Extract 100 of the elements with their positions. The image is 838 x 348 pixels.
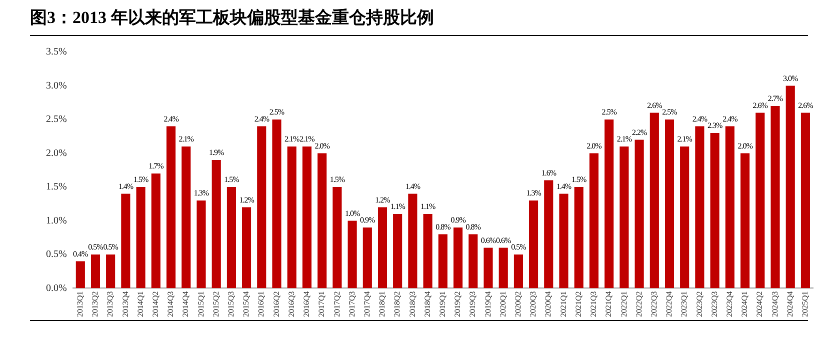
x-tick-label: 2019Q1 — [438, 291, 448, 318]
data-label: 2.3% — [707, 121, 723, 130]
x-tick-label: 2021Q4 — [604, 291, 614, 318]
x-tick-label: 2023Q2 — [694, 291, 704, 318]
bar — [136, 186, 146, 288]
data-label: 0.6% — [496, 236, 512, 245]
data-label: 1.4% — [118, 182, 134, 191]
data-label: 0.5% — [511, 242, 527, 252]
data-label: 1.4% — [556, 182, 572, 191]
data-label: 2.5% — [269, 108, 285, 117]
x-tick-label: 2021Q1 — [558, 291, 568, 318]
data-label: 1.2% — [375, 195, 391, 204]
bar — [318, 153, 327, 288]
x-tick-label: 2016Q3 — [286, 291, 296, 318]
x-tick-label: 2014Q1 — [136, 291, 145, 318]
data-label: 0.4% — [73, 249, 89, 258]
data-label: 0.6% — [480, 236, 496, 245]
data-label: 2.1% — [677, 134, 693, 144]
x-tick-label: 2015Q1 — [196, 291, 206, 318]
bar — [559, 194, 568, 288]
x-tick-label: 2015Q2 — [211, 291, 220, 318]
data-label: 1.1% — [420, 202, 436, 212]
y-tick-label: 1.5% — [46, 182, 67, 193]
bar — [182, 146, 191, 288]
x-tick-label: 2014Q2 — [151, 291, 160, 318]
bar — [408, 194, 418, 288]
data-label: 2.0% — [586, 141, 602, 150]
bar — [378, 207, 388, 288]
data-label: 1.6% — [541, 168, 557, 178]
data-label: 1.4% — [405, 182, 421, 191]
data-label: 2.5% — [602, 108, 618, 117]
x-tick-label: 2018Q1 — [378, 291, 387, 318]
data-label: 2.4% — [254, 114, 270, 124]
bar — [650, 112, 659, 288]
bar — [423, 214, 432, 288]
data-label: 1.3% — [194, 188, 210, 198]
x-tick-label: 2014Q4 — [181, 291, 190, 318]
bar — [740, 153, 750, 288]
bar — [514, 254, 523, 288]
bar — [484, 248, 493, 288]
x-tick-label: 2023Q1 — [680, 291, 689, 318]
x-tick-label: 2020Q4 — [544, 291, 553, 318]
bar — [498, 248, 508, 288]
bar — [453, 227, 463, 288]
data-label: 0.9% — [450, 216, 466, 225]
bar — [362, 227, 372, 288]
x-tick-label: 2020Q2 — [514, 291, 523, 318]
x-tick-label: 2024Q3 — [770, 291, 780, 318]
bar — [438, 234, 448, 288]
x-tick-label: 2013Q1 — [75, 291, 84, 318]
data-label: 2.5% — [662, 108, 678, 117]
x-tick-label: 2024Q2 — [755, 291, 764, 318]
bar — [348, 220, 357, 288]
bar — [90, 254, 100, 288]
data-label: 2.6% — [647, 100, 663, 110]
x-tick-label: 2017Q2 — [332, 291, 342, 318]
x-tick-label: 2025Q1 — [800, 291, 810, 318]
bar — [226, 186, 236, 288]
x-tick-label: 2017Q3 — [347, 291, 356, 318]
bar — [468, 234, 478, 288]
data-label: 0.8% — [466, 222, 482, 232]
bar — [620, 146, 629, 288]
bar — [589, 153, 598, 288]
bar — [756, 112, 765, 288]
data-label: 2.1% — [178, 134, 194, 144]
data-label: 2.0% — [314, 141, 330, 150]
data-label: 3.0% — [783, 74, 799, 83]
data-label: 2.6% — [752, 100, 768, 110]
x-tick-label: 2022Q2 — [634, 291, 644, 318]
x-tick-label: 2024Q1 — [740, 291, 750, 318]
x-tick-label: 2016Q2 — [272, 291, 281, 318]
bar — [76, 261, 85, 288]
x-tick-label: 2014Q3 — [166, 291, 176, 318]
y-tick-label: 0.5% — [46, 249, 67, 260]
data-label: 1.5% — [330, 175, 346, 184]
data-label: 2.4% — [692, 114, 708, 124]
data-label: 2.0% — [738, 141, 754, 150]
data-label: 2.1% — [284, 134, 300, 144]
x-tick-label: 2017Q1 — [317, 291, 326, 318]
data-label: 2.6% — [798, 100, 814, 110]
bar — [800, 112, 810, 288]
bar — [786, 86, 795, 288]
bar — [680, 146, 690, 288]
x-tick-label: 2024Q4 — [785, 291, 794, 318]
chart-title: 图3：2013 年以来的军工板块偏股型基金重仓持股比例 — [30, 6, 808, 36]
bar — [529, 200, 538, 288]
data-label: 0.9% — [360, 216, 376, 225]
x-tick-label: 2015Q3 — [226, 291, 236, 318]
bar — [151, 173, 160, 288]
data-label: 1.2% — [239, 195, 255, 204]
data-label: 1.3% — [526, 188, 542, 198]
x-tick-label: 2020Q1 — [498, 291, 508, 318]
y-tick-label: 2.5% — [46, 114, 67, 126]
bar — [257, 126, 266, 288]
x-tick-label: 2019Q4 — [483, 291, 492, 318]
y-tick-label: 2.0% — [46, 148, 67, 159]
data-label: 1.1% — [390, 202, 406, 212]
x-tick-label: 2023Q3 — [710, 291, 719, 318]
data-label: 2.2% — [632, 128, 648, 137]
x-tick-label: 2015Q4 — [242, 291, 251, 318]
